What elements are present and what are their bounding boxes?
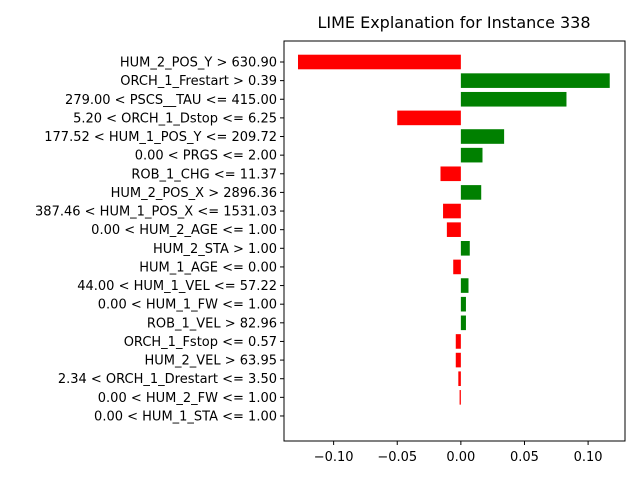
bar-1: [460, 73, 610, 88]
y-tick-label-16: HUM_2_VEL > 63.95: [144, 354, 277, 369]
y-tick-label-0: HUM_2_POS_Y > 630.90: [120, 56, 277, 71]
bar-6: [440, 166, 461, 182]
y-tick-label-12: 44.00 < HUM_1_VEL <= 57.22: [77, 279, 277, 294]
y-tick-label-3: 5.20 < ORCH_1_Dstop <= 6.25: [73, 111, 277, 126]
bar-0: [297, 54, 461, 70]
bar-7: [460, 185, 482, 200]
y-tick-labels: HUM_2_POS_Y > 630.90 ORCH_1_Frestart > 0.…: [35, 56, 284, 424]
y-tick-label-1: ORCH_1_Frestart > 0.39: [120, 74, 277, 89]
x-tick-label-2: 0.00: [446, 450, 475, 465]
chart-title: LIME Explanation for Instance 338: [317, 13, 590, 32]
bar-4: [460, 129, 505, 144]
bar-5: [460, 147, 483, 163]
y-tick-label-15: ORCH_1_Fstop <= 0.57: [124, 335, 277, 350]
x-tick-label-3: 0.05: [510, 450, 539, 465]
y-tick-label-2: 279.00 < PSCS__TAU <= 415.00: [65, 93, 277, 108]
y-tick-label-10: HUM_2_STA > 1.00: [153, 242, 277, 257]
bar-15: [455, 334, 461, 349]
bar-17: [458, 371, 461, 387]
bar-11: [453, 259, 461, 275]
y-tick-label-5: 0.00 < PRGS <= 2.00: [135, 149, 277, 164]
x-tick-label-1: −0.05: [377, 450, 417, 465]
x-axis: −0.10 −0.05 0.00 0.05 0.10: [314, 441, 603, 465]
bar-16: [455, 352, 461, 368]
bar-18: [459, 390, 461, 405]
x-tick-label-4: 0.10: [574, 450, 603, 465]
y-tick-label-8: 387.46 < HUM_1_POS_X <= 1531.03: [35, 205, 277, 220]
bar-3: [397, 110, 461, 126]
bar-13: [460, 296, 466, 312]
bar-10: [460, 241, 470, 256]
y-tick-label-19: 0.00 < HUM_1_STA <= 1.00: [94, 409, 277, 424]
y-tick-label-7: HUM_2_POS_X > 2896.36: [111, 186, 277, 201]
bar-14: [460, 315, 466, 331]
y-tick-label-4: 177.52 < HUM_1_POS_Y <= 209.72: [44, 130, 277, 145]
bar-12: [460, 278, 469, 293]
bars-group: [297, 54, 610, 405]
y-tick-label-11: HUM_1_AGE <= 0.00: [139, 260, 277, 275]
bar-9: [446, 222, 461, 237]
x-tick-label-0: −0.10: [314, 450, 354, 465]
plot-frame: [283, 40, 626, 442]
bar-8: [443, 203, 461, 219]
y-tick-label-18: 0.00 < HUM_2_FW <= 1.00: [98, 391, 277, 406]
y-tick-label-14: ROB_1_VEL > 82.96: [147, 316, 277, 331]
y-tick-label-13: 0.00 < HUM_1_FW <= 1.00: [98, 298, 277, 313]
y-tick-label-9: 0.00 < HUM_2_AGE <= 1.00: [91, 223, 277, 238]
bar-2: [460, 91, 567, 107]
y-tick-label-6: ROB_1_CHG <= 11.37: [131, 167, 277, 182]
y-tick-label-17: 2.34 < ORCH_1_Drestart <= 3.50: [58, 372, 277, 387]
